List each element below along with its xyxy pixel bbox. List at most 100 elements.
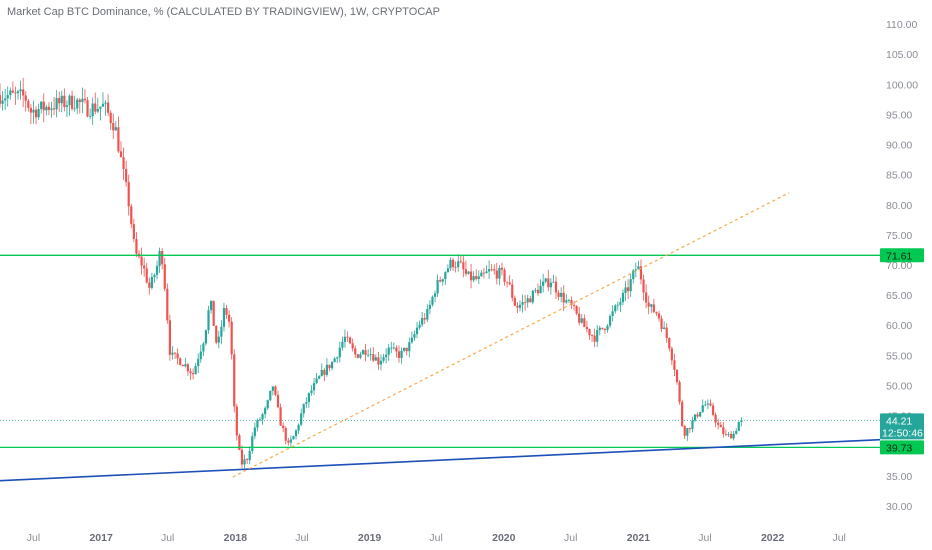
candle-body bbox=[261, 414, 264, 420]
candle bbox=[686, 427, 689, 441]
candle-body bbox=[464, 269, 468, 274]
candle bbox=[562, 285, 565, 311]
candle bbox=[0, 83, 2, 108]
candle bbox=[377, 352, 380, 370]
candle-body bbox=[99, 106, 102, 109]
x-axis[interactable]: Jul 2017 Jul 2018 Jul 2019 Jul 2020 Jul 2021 Jul 20… bbox=[27, 532, 846, 544]
candle bbox=[714, 412, 717, 428]
candle bbox=[127, 174, 130, 216]
candle-body bbox=[711, 405, 715, 415]
candle bbox=[459, 255, 462, 264]
candle-body bbox=[508, 282, 511, 285]
candle-body bbox=[647, 302, 650, 307]
candle bbox=[14, 86, 17, 105]
candle bbox=[549, 278, 552, 295]
candle bbox=[642, 274, 645, 301]
candle-body bbox=[354, 348, 357, 355]
candle-body bbox=[312, 383, 316, 391]
level-low-tag-box bbox=[880, 440, 924, 455]
x-tick-label: 2022 bbox=[761, 532, 785, 544]
candle-body bbox=[101, 103, 105, 107]
candle-body bbox=[377, 357, 380, 365]
candle-body bbox=[320, 369, 323, 377]
candle bbox=[256, 418, 259, 432]
candle bbox=[233, 349, 236, 413]
candle-body bbox=[14, 92, 17, 94]
candle-body bbox=[47, 106, 51, 110]
candle bbox=[578, 306, 581, 326]
candle bbox=[52, 97, 56, 116]
candle bbox=[168, 314, 171, 361]
candle-body bbox=[500, 267, 504, 270]
candle-body bbox=[372, 354, 375, 361]
candle bbox=[163, 258, 166, 292]
candle-body bbox=[125, 168, 128, 183]
candle bbox=[333, 356, 336, 363]
candle-body bbox=[171, 352, 174, 355]
candle-body bbox=[462, 262, 465, 270]
candle-body bbox=[361, 350, 365, 355]
candle bbox=[240, 445, 244, 468]
candle bbox=[392, 342, 395, 350]
candle bbox=[699, 411, 702, 418]
candle-body bbox=[145, 268, 148, 283]
candle bbox=[34, 106, 38, 125]
candle-body bbox=[688, 428, 691, 430]
candle bbox=[264, 406, 267, 419]
candle bbox=[354, 345, 357, 358]
candle-body bbox=[209, 300, 213, 311]
candle bbox=[307, 392, 311, 408]
candle-body bbox=[735, 430, 738, 434]
candle bbox=[467, 271, 470, 275]
candle bbox=[727, 432, 730, 438]
candle bbox=[390, 341, 393, 354]
candle-body bbox=[624, 287, 627, 293]
candle-body bbox=[645, 292, 648, 303]
candle bbox=[511, 279, 514, 302]
candle-body bbox=[485, 271, 488, 274]
level-high-tag-text: 71.61 bbox=[886, 250, 912, 262]
candle-body bbox=[665, 327, 668, 339]
candle bbox=[145, 262, 148, 284]
candle bbox=[40, 100, 43, 114]
candle bbox=[341, 336, 344, 351]
candle-body bbox=[467, 271, 470, 274]
candle-body bbox=[621, 292, 625, 303]
candle-body bbox=[626, 287, 630, 292]
candle-body bbox=[572, 305, 576, 307]
candle bbox=[207, 305, 210, 334]
candle-body bbox=[511, 284, 514, 298]
candle-body bbox=[632, 270, 635, 280]
candle bbox=[271, 386, 274, 396]
candle bbox=[315, 372, 318, 385]
candle bbox=[691, 416, 694, 433]
candle bbox=[197, 353, 200, 373]
candle-body bbox=[598, 327, 601, 331]
chart-title: Market Cap BTC Dominance, % (CALCULATED … bbox=[7, 6, 440, 18]
candle bbox=[212, 300, 215, 326]
candle bbox=[696, 412, 699, 419]
candle bbox=[50, 101, 53, 118]
candle bbox=[462, 255, 465, 278]
candle-body bbox=[408, 342, 411, 352]
candle-body bbox=[325, 364, 329, 375]
candle-body bbox=[269, 390, 272, 401]
candle-body bbox=[50, 108, 53, 110]
candle-body bbox=[490, 269, 493, 270]
candle-body bbox=[578, 313, 581, 323]
candle bbox=[526, 294, 529, 308]
y-tick-label: 65.00 bbox=[886, 290, 912, 302]
candle bbox=[312, 377, 316, 396]
y-tick-label: 95.00 bbox=[886, 109, 912, 121]
candle-body bbox=[52, 108, 56, 110]
candle bbox=[431, 295, 434, 307]
candle bbox=[403, 347, 406, 353]
candle bbox=[683, 424, 686, 440]
candle bbox=[560, 287, 563, 303]
candle-body bbox=[1, 100, 4, 104]
candle bbox=[575, 305, 578, 315]
candle-body bbox=[439, 280, 442, 282]
candle bbox=[76, 97, 79, 115]
candle-body bbox=[107, 102, 110, 113]
